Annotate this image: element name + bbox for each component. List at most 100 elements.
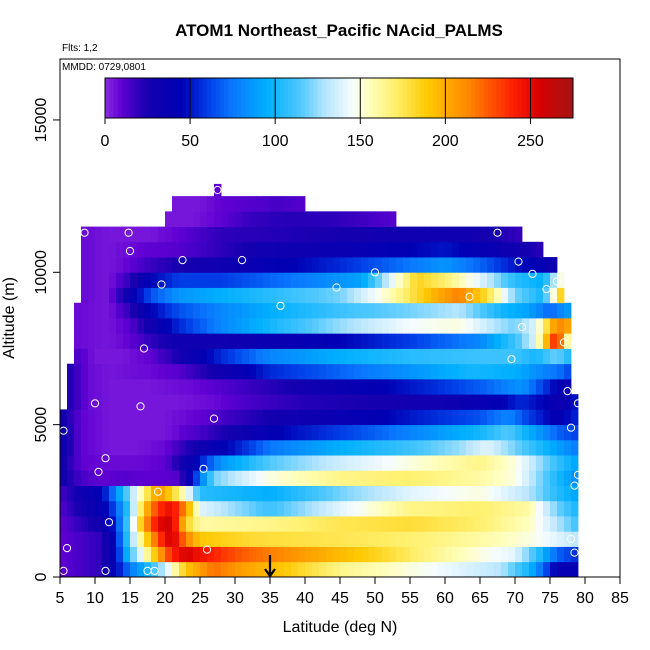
heatmap-cell bbox=[480, 318, 488, 334]
heatmap-cell bbox=[340, 470, 348, 486]
heatmap-cell bbox=[494, 439, 502, 456]
heatmap-cell bbox=[123, 333, 131, 349]
heatmap-cell bbox=[249, 470, 257, 486]
heatmap-cell bbox=[200, 455, 208, 471]
heatmap-cell bbox=[193, 546, 201, 563]
heatmap-cell bbox=[256, 257, 264, 273]
heatmap-cell bbox=[214, 348, 222, 365]
heatmap-cell bbox=[312, 318, 320, 334]
heatmap-cell bbox=[557, 455, 565, 471]
heatmap-cell bbox=[130, 272, 138, 288]
heatmap-cell bbox=[368, 470, 376, 486]
heatmap-cell bbox=[312, 348, 320, 365]
heatmap-cell bbox=[396, 516, 404, 532]
heatmap-cell bbox=[95, 226, 103, 243]
heatmap-cell bbox=[375, 378, 383, 395]
heatmap-cell bbox=[326, 439, 334, 456]
heatmap-cell bbox=[571, 516, 579, 532]
heatmap-cell bbox=[284, 348, 292, 365]
dates-label: MMDD: 0729,0801 bbox=[62, 62, 146, 73]
heatmap-cell bbox=[501, 394, 509, 410]
colorbar-segment bbox=[224, 78, 229, 118]
heatmap-cell bbox=[557, 500, 565, 517]
heatmap-cell bbox=[340, 302, 348, 319]
heatmap-cell bbox=[256, 394, 264, 410]
heatmap-cell bbox=[473, 302, 481, 319]
heatmap-cell bbox=[522, 348, 530, 365]
altitude-band bbox=[60, 561, 579, 578]
heatmap-cell bbox=[564, 455, 572, 471]
heatmap-cell bbox=[347, 546, 355, 563]
heatmap-cell bbox=[193, 257, 201, 273]
heatmap-cell bbox=[193, 470, 201, 486]
x-tick-label: 15 bbox=[121, 590, 139, 607]
heatmap-cell bbox=[193, 378, 201, 395]
heatmap-cell bbox=[312, 470, 320, 486]
heatmap-cell bbox=[109, 470, 117, 486]
heatmap-cell bbox=[550, 500, 558, 517]
heatmap-cell bbox=[207, 500, 215, 517]
heatmap-cell bbox=[522, 546, 530, 563]
heatmap-cell bbox=[459, 333, 467, 349]
heatmap-cell bbox=[466, 257, 474, 273]
heatmap-cell bbox=[494, 409, 502, 426]
heatmap-cell bbox=[480, 409, 488, 426]
heatmap-cell bbox=[207, 424, 215, 441]
heatmap-cell bbox=[88, 333, 96, 349]
heatmap-cell bbox=[284, 241, 292, 258]
heatmap-cell bbox=[284, 516, 292, 532]
heatmap-cell bbox=[557, 424, 565, 441]
heatmap-cell bbox=[228, 470, 236, 486]
heatmap-cell bbox=[263, 302, 271, 319]
heatmap-cell bbox=[109, 500, 117, 517]
heatmap-cell bbox=[151, 363, 159, 380]
heatmap-cell bbox=[200, 394, 208, 410]
heatmap-cell bbox=[396, 546, 404, 563]
heatmap-cell bbox=[564, 470, 572, 486]
altitude-band bbox=[74, 302, 572, 319]
heatmap-cell bbox=[270, 394, 278, 410]
heatmap-cell bbox=[424, 500, 432, 517]
heatmap-cell bbox=[396, 485, 404, 502]
heatmap-cell bbox=[333, 333, 341, 349]
heatmap-cell bbox=[536, 318, 544, 334]
heatmap-cell bbox=[480, 394, 488, 410]
heatmap-cell bbox=[557, 439, 565, 456]
heatmap-cell bbox=[452, 363, 460, 380]
heatmap-cell bbox=[67, 455, 75, 471]
heatmap-cell bbox=[242, 455, 250, 471]
heatmap-cell bbox=[354, 516, 362, 532]
heatmap-cell bbox=[494, 424, 502, 441]
heatmap-cell bbox=[501, 378, 509, 395]
heatmap-cell bbox=[508, 455, 516, 471]
heatmap-cell bbox=[221, 318, 229, 334]
heatmap-cell bbox=[522, 241, 530, 258]
heatmap-cell bbox=[382, 485, 390, 502]
heatmap-cell bbox=[256, 531, 264, 547]
heatmap-cell bbox=[417, 500, 425, 517]
heatmap-cell bbox=[557, 470, 565, 486]
heatmap-cell bbox=[74, 318, 82, 334]
heatmap-cell bbox=[438, 500, 446, 517]
heatmap-cell bbox=[501, 226, 509, 243]
heatmap-cell bbox=[165, 241, 173, 258]
heatmap-cell bbox=[158, 333, 166, 349]
heatmap-cell bbox=[501, 287, 509, 304]
heatmap-cell bbox=[214, 470, 222, 486]
heatmap-cell bbox=[207, 333, 215, 349]
colorbar-segment bbox=[564, 78, 570, 118]
heatmap-cell bbox=[186, 485, 194, 502]
heatmap-cell bbox=[151, 455, 159, 471]
heatmap-cell bbox=[116, 257, 124, 273]
heatmap-cell bbox=[438, 333, 446, 349]
heatmap-cell bbox=[109, 257, 117, 273]
heatmap-cell bbox=[165, 287, 173, 304]
heatmap-cell bbox=[228, 302, 236, 319]
heatmap-cell bbox=[445, 348, 453, 365]
x-tick-label: 45 bbox=[331, 590, 349, 607]
heatmap-cell bbox=[158, 546, 166, 563]
heatmap-cell bbox=[179, 226, 187, 243]
heatmap-cell bbox=[172, 394, 180, 410]
heatmap-cell bbox=[564, 394, 572, 410]
heatmap-cell bbox=[389, 561, 397, 578]
